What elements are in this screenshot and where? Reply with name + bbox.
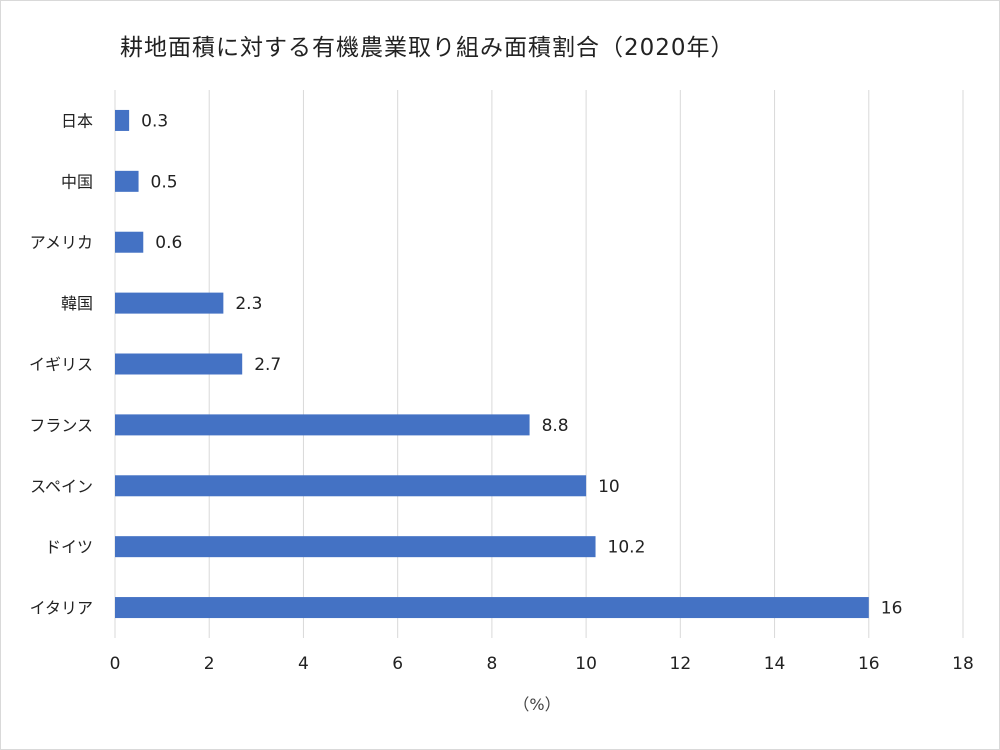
bar xyxy=(115,414,530,436)
bars xyxy=(115,109,869,619)
data-labels: 0.3 0.5 0.6 2.3 2.7 8.8 10 10.2 16 xyxy=(141,111,902,618)
x-tick-label: 2 xyxy=(204,654,215,674)
x-tick-label: 12 xyxy=(670,654,692,674)
data-label: 2.7 xyxy=(254,355,281,375)
bar xyxy=(115,231,144,253)
bar xyxy=(115,170,139,192)
category-label: 韓国 xyxy=(61,294,93,313)
category-label: スペイン xyxy=(30,477,93,496)
x-tick-label: 0 xyxy=(110,654,121,674)
x-tick-label: 4 xyxy=(298,654,309,674)
category-label: 中国 xyxy=(61,172,93,191)
category-label: ドイツ xyxy=(45,538,93,557)
category-label: イタリア xyxy=(30,599,93,618)
bar xyxy=(115,475,587,497)
bar xyxy=(115,353,243,375)
bar xyxy=(115,597,869,619)
data-label: 2.3 xyxy=(235,294,262,314)
data-label: 0.5 xyxy=(151,172,178,192)
x-tick-label: 16 xyxy=(858,654,880,674)
category-label: アメリカ xyxy=(30,233,93,252)
x-tick-label: 18 xyxy=(952,654,974,674)
x-tick-label: 14 xyxy=(764,654,786,674)
data-label: 0.3 xyxy=(141,111,168,131)
bar xyxy=(115,292,224,314)
category-label: 日本 xyxy=(61,111,93,130)
data-label: 10 xyxy=(598,477,620,497)
x-tick-label: 10 xyxy=(575,654,597,674)
bar xyxy=(115,109,130,131)
category-label: イギリス xyxy=(29,355,93,374)
x-axis-label: （%） xyxy=(513,695,560,714)
data-label: 10.2 xyxy=(608,538,646,558)
data-label: 0.6 xyxy=(155,233,182,253)
category-label: フランス xyxy=(29,416,93,435)
x-tick-label: 8 xyxy=(486,654,497,674)
x-tick-label: 6 xyxy=(392,654,403,674)
data-label: 8.8 xyxy=(542,416,569,436)
chart-title: 耕地面積に対する有機農業取り組み面積割合（2020年） xyxy=(120,35,735,61)
bar xyxy=(115,536,596,558)
data-label: 16 xyxy=(881,599,903,619)
x-tick-labels: 0 2 4 6 8 10 12 14 16 18 xyxy=(110,654,974,674)
